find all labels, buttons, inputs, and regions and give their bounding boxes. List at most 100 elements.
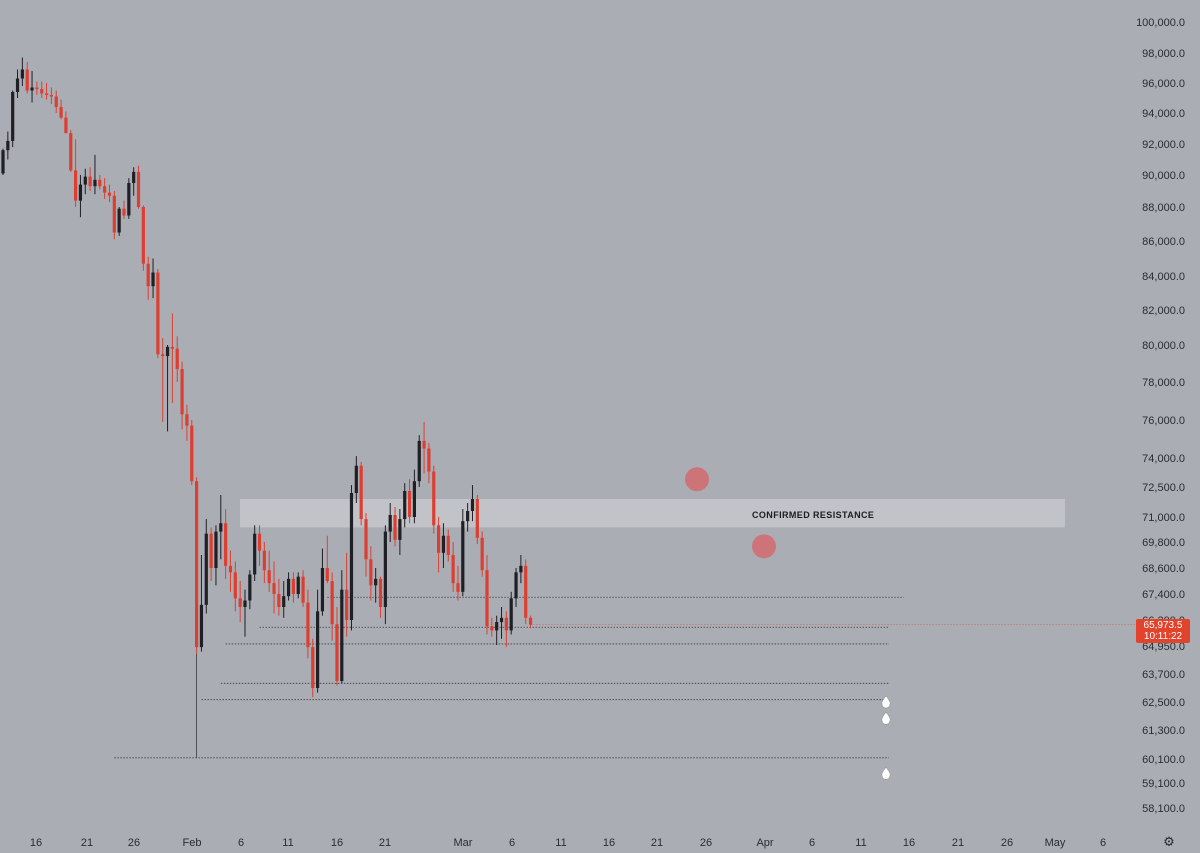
candle-body: [451, 555, 455, 584]
candle-body: [340, 589, 344, 681]
date-axis-label: 11: [555, 837, 566, 849]
candle-body: [485, 570, 489, 627]
candle-body: [122, 208, 126, 216]
rejection-marker: [752, 534, 776, 559]
candle-countdown: 10:11:22: [1143, 631, 1183, 642]
candle-body: [306, 602, 310, 648]
date-axis-label: 6: [1100, 837, 1106, 849]
date-axis-label: 6: [238, 837, 244, 849]
candle-body: [388, 515, 392, 532]
candle-body: [466, 511, 470, 522]
candle-body: [190, 425, 194, 482]
candle-body: [262, 550, 266, 571]
candle-body: [267, 570, 271, 584]
price-axis-label: 80,000.0: [1142, 340, 1185, 352]
date-axis-label: 16: [903, 837, 915, 849]
candle-body: [403, 491, 407, 520]
candle-body: [277, 594, 281, 607]
candle-body: [475, 499, 479, 538]
candle-body: [59, 107, 63, 118]
candle-body: [64, 117, 68, 134]
date-axis-label: 21: [379, 837, 391, 849]
candle-body: [398, 519, 402, 540]
price-axis-label: 60,100.0: [1142, 754, 1185, 766]
candle-body: [417, 440, 421, 482]
candle-body: [253, 533, 257, 575]
candle-body: [11, 92, 15, 141]
candle-body: [427, 448, 431, 472]
last-price-value: 65,973.5: [1143, 620, 1183, 631]
price-axis-label: 92,000.0: [1142, 139, 1185, 151]
candle-body: [437, 525, 441, 553]
candle-body: [204, 533, 208, 605]
candle-body: [224, 523, 228, 566]
price-axis-label: 69,800.0: [1142, 537, 1185, 549]
price-axis-label: 72,500.0: [1142, 482, 1185, 494]
gear-icon[interactable]: ⚙: [1163, 834, 1175, 849]
price-axis-label: 62,500.0: [1142, 697, 1185, 709]
candle-body: [78, 184, 83, 201]
candle-body: [25, 69, 29, 91]
candle-body: [161, 354, 165, 357]
date-axis-label: May: [1045, 837, 1066, 849]
date-axis-label: 6: [509, 837, 515, 849]
candle-body: [383, 531, 387, 607]
candle-body: [354, 465, 358, 493]
candle-body: [316, 611, 320, 688]
price-axis-label: 63,700.0: [1142, 669, 1185, 681]
price-axis-label: 71,000.0: [1142, 512, 1185, 524]
candle-body: [195, 481, 199, 648]
last-price-badge: 65,973.5 10:11:22: [1136, 619, 1190, 643]
candle-body: [374, 578, 378, 586]
price-axis-label: 98,000.0: [1142, 48, 1185, 60]
candle-body: [359, 465, 363, 520]
candle-body: [156, 272, 160, 355]
candle-body: [238, 598, 242, 607]
price-axis-label: 59,100.0: [1142, 778, 1185, 790]
date-axis-label: 21: [81, 837, 93, 849]
price-axis-label: 100,000.0: [1136, 17, 1185, 29]
candle-body: [282, 596, 286, 607]
candle-body: [175, 348, 179, 370]
date-axis-label: 16: [30, 837, 42, 849]
candle-body: [393, 515, 397, 540]
candle-body: [88, 176, 92, 187]
candle-body: [209, 533, 213, 568]
candle-body: [364, 519, 368, 560]
candle-body: [44, 93, 49, 95]
candle-body: [219, 523, 223, 532]
candle-body: [170, 346, 174, 349]
candle-body: [165, 346, 170, 357]
candle-body: [461, 521, 465, 592]
candle-body: [185, 414, 189, 426]
candle-body: [528, 617, 533, 625]
candle-body: [524, 565, 528, 618]
candle-body: [335, 624, 339, 681]
price-axis-label: 90,000.0: [1142, 170, 1185, 182]
candle-body: [286, 578, 291, 597]
candle-body: [49, 95, 53, 97]
date-axis-label: 21: [651, 837, 663, 849]
candle-body: [214, 531, 218, 568]
date-axis-label: 26: [1001, 837, 1013, 849]
candle-body: [228, 565, 233, 573]
droplet-icon: [881, 711, 891, 725]
candle-body: [446, 535, 450, 555]
candle-body: [103, 186, 107, 193]
candle-body: [490, 626, 494, 631]
candle-body: [146, 263, 150, 287]
date-axis-label: 11: [282, 837, 293, 849]
candle-body: [141, 207, 145, 264]
candle-body: [151, 272, 155, 287]
price-axis-label: 84,000.0: [1142, 271, 1185, 283]
candle-body: [30, 87, 34, 91]
candle-body: [325, 568, 329, 581]
candle-body: [136, 171, 141, 207]
candle-body: [432, 471, 436, 526]
candle-body: [54, 96, 58, 107]
candle-body: [15, 78, 20, 92]
candle-body: [504, 617, 508, 631]
candle-body: [1, 150, 5, 174]
